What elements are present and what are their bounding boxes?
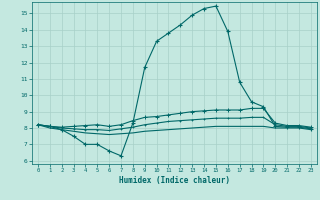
X-axis label: Humidex (Indice chaleur): Humidex (Indice chaleur): [119, 176, 230, 185]
